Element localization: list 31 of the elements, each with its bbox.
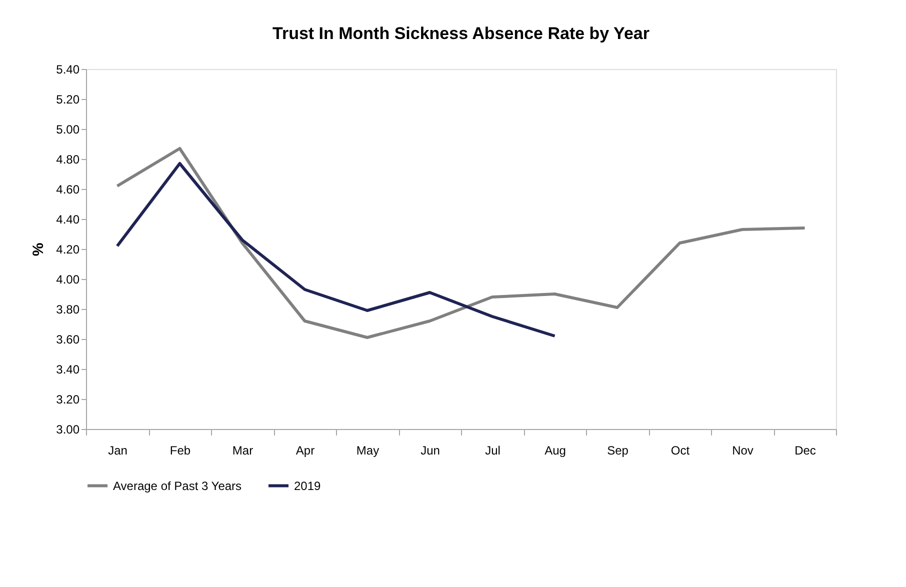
x-tick-label: Feb (170, 444, 191, 458)
x-tick-label: Sep (607, 444, 629, 458)
x-tick-label: Jan (108, 444, 128, 458)
x-tick-label: Aug (544, 444, 566, 458)
y-tick-label: 5.40 (56, 62, 80, 76)
y-tick-label: 4.00 (56, 272, 80, 286)
x-tick-label: Mar (232, 444, 254, 458)
y-tick-label: 3.60 (56, 332, 80, 346)
line-series (116, 162, 556, 338)
y-tick-label: 3.40 (56, 362, 80, 376)
x-tick-label: Apr (296, 444, 315, 458)
x-tick-label: Jul (485, 444, 500, 458)
y-tick-label: 5.00 (56, 122, 80, 136)
x-tick-label: Dec (794, 444, 816, 458)
y-tick-label: 3.00 (56, 422, 80, 436)
y-tick-label: 3.20 (56, 392, 80, 406)
y-tick-label: 5.20 (56, 92, 80, 106)
y-tick-label: 3.80 (56, 302, 80, 316)
y-axis-title: % (30, 242, 48, 256)
y-tick-label: 4.60 (56, 182, 80, 196)
x-tick-label: Nov (732, 444, 754, 458)
line-series (116, 147, 806, 339)
chart-title: Trust In Month Sickness Absence Rate by Year (272, 24, 650, 43)
x-tick-label: Oct (670, 444, 690, 458)
legend-label: 2019 (294, 478, 322, 493)
x-tick-label: Jun (420, 444, 440, 458)
legend-label: Average of Past 3 Years (113, 478, 242, 493)
x-tick-label: May (356, 444, 380, 458)
y-tick-label: 4.20 (56, 242, 80, 256)
y-tick-label: 4.40 (56, 212, 80, 226)
y-tick-label: 4.80 (56, 152, 80, 166)
